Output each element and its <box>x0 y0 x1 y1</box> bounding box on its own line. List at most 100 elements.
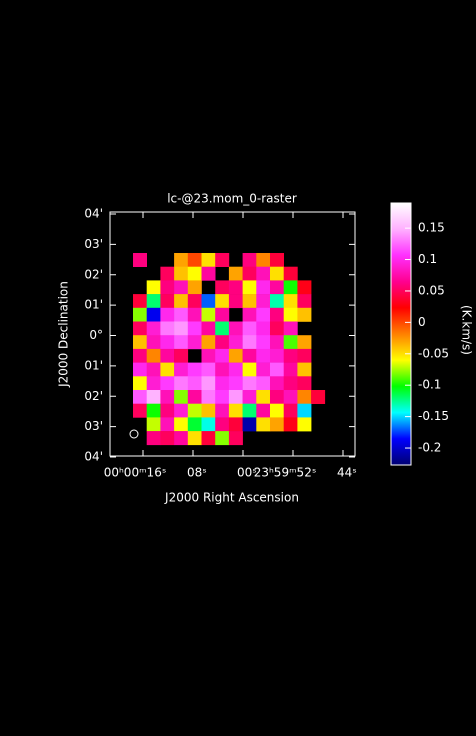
pixel <box>133 348 147 363</box>
pixel <box>297 362 312 377</box>
x-tick-label: 08ˢ <box>187 466 207 480</box>
pixel <box>228 321 243 336</box>
pixel <box>228 417 243 432</box>
pixel <box>187 335 202 350</box>
pixel <box>270 362 284 377</box>
pixel <box>297 417 312 432</box>
pixel <box>133 390 147 404</box>
pixel <box>256 376 271 391</box>
pixel <box>146 390 161 404</box>
pixel <box>201 253 216 267</box>
pixel <box>160 390 175 404</box>
colorbar-tick-label: -0.2 <box>418 441 441 455</box>
pixel <box>256 417 271 432</box>
pixel <box>215 280 230 295</box>
pixel <box>201 307 216 322</box>
pixel <box>270 390 284 404</box>
chart-title: lc-@23.mom_0-raster <box>167 192 297 206</box>
pixel <box>160 431 175 446</box>
pixel <box>256 266 271 281</box>
pixel <box>228 362 243 377</box>
pixel <box>283 348 298 363</box>
pixel <box>133 403 147 418</box>
pixel <box>160 294 175 309</box>
pixel <box>201 348 216 363</box>
pixel <box>270 417 284 432</box>
pixel <box>146 307 161 322</box>
pixel <box>133 321 147 336</box>
pixel <box>215 376 230 391</box>
pixel <box>187 253 202 267</box>
pixel <box>283 321 298 336</box>
x-axis-label: J2000 Right Ascension <box>164 491 299 505</box>
pixel <box>146 417 161 432</box>
y-tick-label: 02' <box>84 267 103 281</box>
pixel <box>228 266 243 281</box>
colorbar-tick-label: 0.1 <box>418 252 437 266</box>
y-tick-label: 01' <box>84 298 103 312</box>
pixel <box>270 335 284 350</box>
pixel <box>160 321 175 336</box>
pixel <box>283 376 298 391</box>
pixel <box>215 348 230 363</box>
pixel <box>270 294 284 309</box>
pixel <box>174 307 189 322</box>
colorbar-tick-label: 0.15 <box>418 221 445 235</box>
pixel <box>187 376 202 391</box>
pixel <box>187 390 202 404</box>
pixel <box>201 431 216 446</box>
colorbar <box>390 202 412 466</box>
pixel <box>133 307 147 322</box>
pixel <box>297 403 312 418</box>
pixel <box>201 321 216 336</box>
pixel <box>297 348 312 363</box>
pixel <box>283 266 298 281</box>
pixel <box>174 335 189 350</box>
pixel <box>228 431 243 446</box>
pixel <box>270 253 284 267</box>
pixel <box>256 253 271 267</box>
pixel <box>215 294 230 309</box>
pixel <box>215 362 230 377</box>
pixel <box>201 294 216 309</box>
pixel <box>174 376 189 391</box>
pixel <box>228 390 243 404</box>
pixel <box>242 307 257 322</box>
pixel <box>174 403 189 418</box>
pixel <box>201 335 216 350</box>
pixel <box>146 376 161 391</box>
y-axis-label: J2000 Declination <box>57 281 71 388</box>
pixel <box>174 280 189 295</box>
pixel <box>174 362 189 377</box>
pixel <box>270 348 284 363</box>
x-tick-label: 00ˢ <box>237 466 257 480</box>
pixel <box>283 335 298 350</box>
pixel <box>256 335 271 350</box>
pixel <box>133 376 147 391</box>
pixel <box>228 335 243 350</box>
y-tick-label: 03' <box>84 419 103 433</box>
pixel <box>270 403 284 418</box>
pixel <box>256 390 271 404</box>
pixel <box>160 417 175 432</box>
y-tick-label: 01' <box>84 358 103 372</box>
pixel <box>146 294 161 309</box>
pixel <box>146 362 161 377</box>
pixel <box>187 294 202 309</box>
pixel <box>297 280 312 295</box>
pixel <box>174 348 189 363</box>
pixel <box>133 362 147 377</box>
pixel <box>242 253 257 267</box>
pixel <box>297 294 312 309</box>
pixel <box>174 417 189 432</box>
pixel <box>283 362 298 377</box>
y-tick-label: 04' <box>84 207 103 221</box>
pixel <box>270 321 284 336</box>
pixel <box>187 403 202 418</box>
pixel <box>242 335 257 350</box>
pixel <box>283 417 298 432</box>
pixel <box>297 390 312 404</box>
pixel <box>146 348 161 363</box>
pixel <box>256 294 271 309</box>
